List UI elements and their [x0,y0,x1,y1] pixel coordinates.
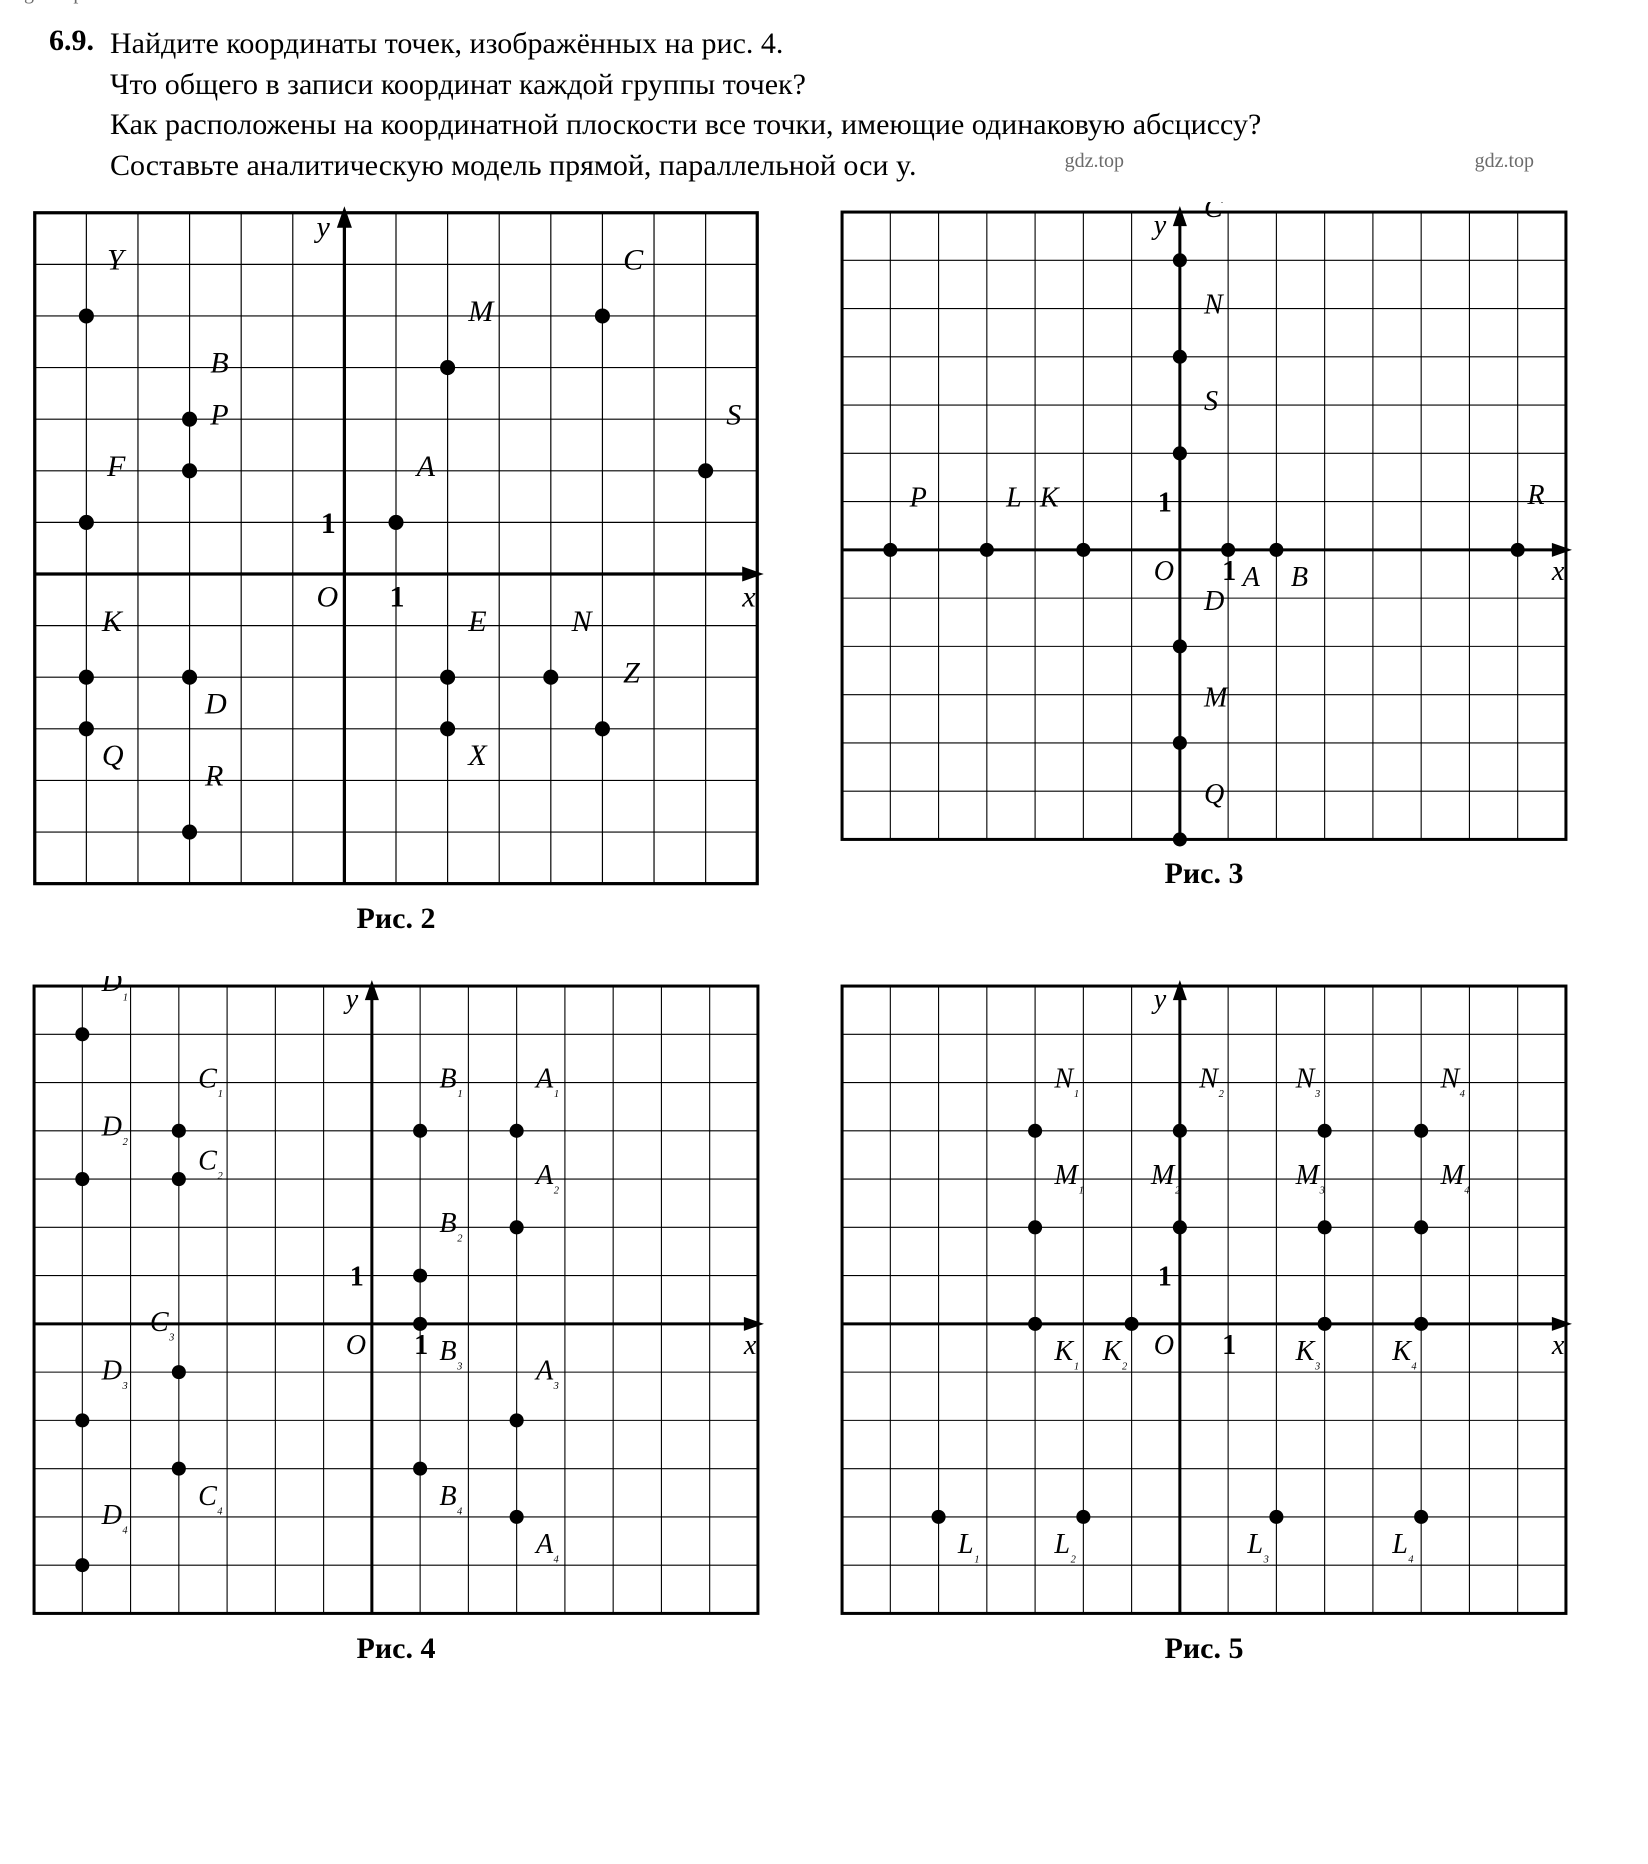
svg-text:C₄: C₄ [198,1481,223,1515]
figure-5: x y O 1 1 N₁ N₂ N₃ N₄ M₁ M₂ M₃ M₄ K₁ K₂ K₃ K₄ L₁ L₂ L₃ L₄ Ри… [832,976,1576,1665]
svg-text:M₂: M₂ [1150,1160,1181,1194]
svg-text:S: S [1204,386,1218,417]
svg-text:L₃: L₃ [1246,1529,1269,1563]
svg-text:x: x [1551,556,1565,587]
svg-text:1: 1 [1158,1262,1172,1293]
svg-text:Q: Q [102,738,124,772]
svg-text:O: O [1154,1330,1174,1361]
svg-text:O: O [316,579,338,613]
svg-text:E: E [467,604,486,638]
svg-text:L₂: L₂ [1053,1529,1076,1563]
svg-text:D: D [1203,586,1224,617]
svg-text:P: P [209,397,228,431]
svg-text:N₃: N₃ [1295,1064,1321,1098]
svg-text:1: 1 [1222,556,1236,587]
svg-text:B₃: B₃ [439,1336,462,1370]
svg-text:N: N [570,604,593,638]
svg-text:M₁: M₁ [1053,1160,1084,1194]
svg-text:R: R [1526,480,1544,511]
svg-text:L₄: L₄ [1391,1529,1414,1563]
svg-text:C: C [623,243,644,277]
figure-3: x y O 1 1 C N S KL P AB R D M Q Рис. 3 [832,202,1576,936]
figures-grid: xyO11YCMBPSFAKDENQXZR Рис. 2 xyO11CNSKLP… [24,202,1624,1666]
svg-text:C: C [1204,202,1224,224]
svg-text:B₄: B₄ [439,1481,462,1515]
svg-text:M₄: M₄ [1439,1160,1470,1194]
svg-text:A₄: A₄ [534,1529,559,1563]
svg-text:B₂: B₂ [439,1209,462,1243]
svg-text:A₂: A₂ [534,1160,559,1194]
svg-text:1: 1 [321,506,336,540]
svg-text:B: B [210,346,228,380]
svg-text:Q: Q [1204,779,1224,810]
svg-text:N₁: N₁ [1053,1064,1079,1098]
svg-text:D₄: D₄ [101,1501,128,1535]
svg-text:y: y [343,985,359,1016]
svg-text:D₁: D₁ [101,976,128,1001]
svg-text:Y: Y [107,243,127,277]
figure-4: x y O 1 1 D₁ C₁ B₁ A₁ D₂ C₂ A₂ B₂ C₃ B₃ D₃ A₃ C₄ B₄ A₄ D₄ Ри… [24,976,768,1665]
svg-text:C₂: C₂ [198,1146,223,1180]
problem-block: 6.9. Найдите координаты точек, изображён… [24,24,1624,186]
svg-text:K₄: K₄ [1391,1336,1417,1370]
svg-text:M: M [1203,683,1229,714]
svg-text:D₃: D₃ [101,1356,128,1390]
svg-text:F: F [106,449,126,483]
svg-text:N₄: N₄ [1439,1064,1465,1098]
svg-text:A: A [415,449,436,483]
svg-text:y: y [1151,210,1167,241]
svg-text:D₂: D₂ [101,1112,128,1146]
svg-text:B₁: B₁ [439,1064,462,1098]
svg-text:C₁: C₁ [198,1064,223,1098]
svg-text:L₁: L₁ [957,1529,980,1563]
svg-text:y: y [1151,985,1167,1016]
svg-text:X: X [467,738,488,772]
line-4: Составьте аналитическую модель прямой, п… [110,149,917,182]
problem-number: 6.9. [24,24,94,186]
svg-text:1: 1 [390,579,405,613]
line-1: Найдите координаты точек, изображённых н… [110,27,783,60]
svg-text:O: O [346,1330,366,1361]
svg-text:K₃: K₃ [1295,1336,1321,1370]
svg-text:K: K [1039,482,1060,513]
svg-text:C₃: C₃ [150,1307,175,1341]
problem-text: Найдите координаты точек, изображённых н… [110,24,1261,186]
svg-text:S: S [726,397,741,431]
svg-text:K₁: K₁ [1053,1336,1079,1370]
svg-text:y: y [313,209,330,243]
svg-text:A: A [1241,562,1261,593]
svg-text:L: L [1005,482,1022,513]
svg-text:x: x [1551,1330,1565,1361]
svg-text:1: 1 [1158,488,1172,519]
svg-text:K₂: K₂ [1102,1336,1128,1370]
caption-5: Рис. 5 [832,1632,1576,1666]
svg-text:B: B [1291,562,1308,593]
svg-text:D: D [204,686,227,720]
svg-text:1: 1 [350,1262,364,1293]
svg-text:Z: Z [623,655,640,689]
svg-text:N: N [1203,289,1225,320]
svg-text:R: R [204,759,223,793]
svg-text:M: M [467,294,495,328]
svg-text:M₃: M₃ [1295,1160,1326,1194]
watermark: gdz.top [24,0,83,5]
line-3: Как расположены на координатной плоскост… [110,108,1261,141]
caption-3: Рис. 3 [832,857,1576,891]
svg-text:x: x [741,579,756,613]
svg-text:A₁: A₁ [534,1064,559,1098]
svg-text:P: P [909,482,927,513]
svg-text:A₃: A₃ [534,1356,559,1390]
svg-text:N₂: N₂ [1198,1064,1224,1098]
svg-text:1: 1 [1222,1330,1236,1361]
caption-4: Рис. 4 [24,1632,768,1666]
caption-2: Рис. 2 [24,902,768,936]
svg-text:O: O [1154,556,1174,587]
svg-text:K: K [101,604,124,638]
figure-2: x y O 1 1 Y C M BP S F A K D E N Q X Z R Рис. 2 [24,202,768,936]
svg-text:x: x [743,1330,757,1361]
svg-text:1: 1 [414,1330,428,1361]
line-2: Что общего в записи координат каждой гру… [110,68,806,101]
